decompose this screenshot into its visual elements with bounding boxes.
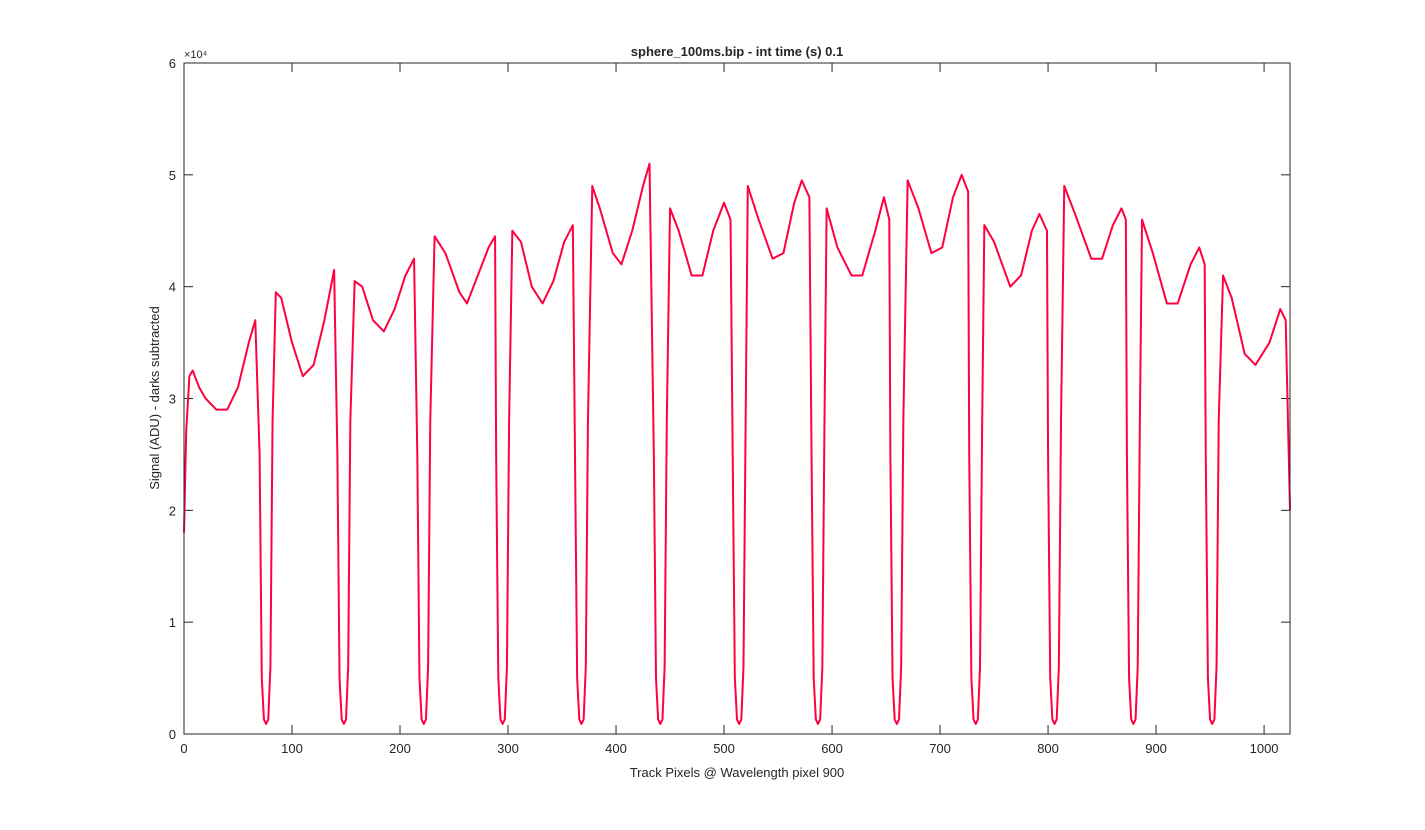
- y-exponent: ×10⁴: [184, 49, 208, 61]
- chart-title: sphere_100ms.bip - int time (s) 0.1: [631, 44, 843, 59]
- data-line: [183, 162, 1291, 725]
- plot-frame: [183, 62, 1291, 735]
- x-tick-label: 300: [497, 741, 519, 756]
- y-tick-label: 1: [169, 615, 176, 630]
- y-tick-label: 0: [169, 727, 176, 742]
- x-tick-label: 1000: [1250, 741, 1279, 756]
- x-axis-label: Track Pixels @ Wavelength pixel 900: [630, 765, 845, 780]
- x-tick-label: 500: [713, 741, 735, 756]
- x-tick-label: 800: [1037, 741, 1059, 756]
- y-tick-label: 4: [169, 280, 176, 295]
- y-tick-label: 6: [169, 56, 176, 71]
- y-axis-label: Signal (ADU) - darks subtracted: [147, 306, 162, 490]
- x-tick-label: 400: [605, 741, 627, 756]
- y-tick-label: 3: [169, 392, 176, 407]
- x-tick-label: 200: [389, 741, 411, 756]
- y-tick-label: 5: [169, 168, 176, 183]
- x-tick-label: 0: [180, 741, 187, 756]
- x-tick-label: 600: [821, 741, 843, 756]
- x-tick-label: 100: [281, 741, 303, 756]
- x-tick-label: 700: [929, 741, 951, 756]
- x-tick-label: 900: [1145, 741, 1167, 756]
- y-tick-label: 2: [169, 503, 176, 518]
